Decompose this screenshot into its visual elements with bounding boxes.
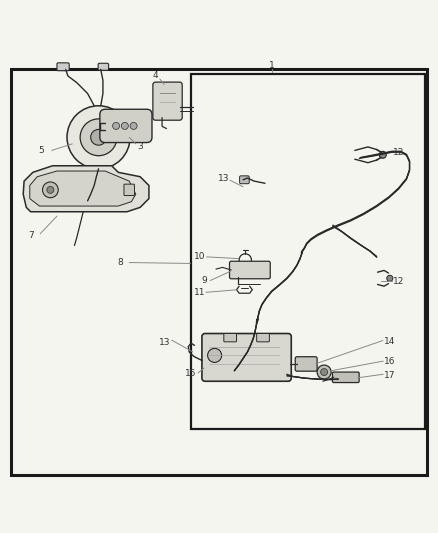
- FancyBboxPatch shape: [57, 63, 69, 71]
- Text: 17: 17: [384, 370, 396, 379]
- Text: 8: 8: [117, 259, 124, 268]
- Polygon shape: [23, 166, 149, 212]
- Circle shape: [42, 182, 58, 198]
- Polygon shape: [30, 171, 136, 206]
- Text: 1: 1: [268, 61, 275, 70]
- Text: 11: 11: [194, 288, 205, 297]
- FancyBboxPatch shape: [100, 109, 152, 142]
- Circle shape: [91, 130, 106, 145]
- FancyBboxPatch shape: [98, 63, 109, 70]
- Circle shape: [321, 368, 328, 376]
- Text: 15: 15: [185, 369, 196, 378]
- FancyBboxPatch shape: [332, 372, 359, 383]
- Circle shape: [121, 123, 128, 130]
- Circle shape: [113, 123, 120, 130]
- FancyBboxPatch shape: [240, 176, 249, 184]
- Text: 5: 5: [39, 146, 45, 155]
- Text: 3: 3: [137, 142, 143, 150]
- Circle shape: [208, 349, 222, 362]
- Text: 7: 7: [28, 231, 35, 240]
- FancyBboxPatch shape: [124, 184, 134, 196]
- Text: 12: 12: [393, 277, 404, 286]
- Circle shape: [317, 365, 331, 379]
- Circle shape: [80, 119, 117, 156]
- Text: 10: 10: [194, 252, 205, 261]
- Circle shape: [130, 123, 137, 130]
- Bar: [191, 74, 425, 429]
- Circle shape: [379, 151, 386, 158]
- Text: 16: 16: [384, 358, 396, 367]
- FancyBboxPatch shape: [224, 334, 237, 342]
- Circle shape: [47, 187, 54, 193]
- Circle shape: [387, 275, 393, 281]
- FancyBboxPatch shape: [230, 261, 270, 279]
- Circle shape: [67, 106, 130, 169]
- Text: 13: 13: [218, 174, 229, 183]
- Text: 12: 12: [393, 148, 404, 157]
- FancyBboxPatch shape: [295, 357, 317, 371]
- Text: 4: 4: [153, 71, 158, 80]
- FancyBboxPatch shape: [257, 334, 269, 342]
- Text: 13: 13: [159, 338, 170, 347]
- FancyBboxPatch shape: [202, 334, 291, 381]
- Text: 14: 14: [384, 337, 396, 346]
- Text: 9: 9: [201, 277, 207, 286]
- FancyBboxPatch shape: [153, 82, 182, 120]
